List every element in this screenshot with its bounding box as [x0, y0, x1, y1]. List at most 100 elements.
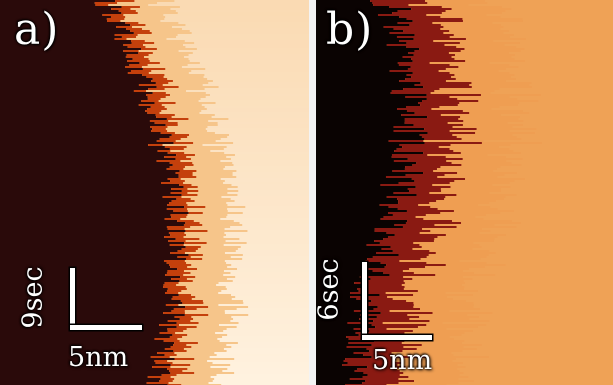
panel-a-bright-streak — [205, 128, 309, 130]
panel-a-edge-streak — [138, 84, 163, 86]
panel-a-edge-streak — [160, 378, 175, 380]
panel-b-bright-streak — [501, 12, 613, 14]
panel-a-dark-streak — [0, 330, 168, 332]
panel-b-dark-streak — [316, 140, 389, 142]
panel-a-dark-streak — [0, 288, 168, 290]
panel-a-dark-streak — [0, 158, 176, 160]
panel-a-dark-streak — [0, 226, 167, 228]
panel-b-bright-streak — [500, 16, 613, 18]
panel-a-bright-streak — [234, 154, 309, 156]
panel-a-dark-streak — [0, 136, 170, 138]
panel-b-dark-streak — [316, 186, 416, 188]
panel-b-dark-streak — [316, 338, 349, 340]
panel-b-edge-streak — [363, 354, 394, 356]
panel-b-dark-streak — [316, 300, 372, 302]
panel-b-bright-streak — [506, 160, 613, 162]
panel-a-bright-streak — [216, 374, 309, 376]
panel-b-dark-streak — [316, 264, 387, 266]
panel-a-edge-streak — [175, 172, 193, 174]
panel-a-edge-streak — [173, 142, 194, 144]
panel-b-dark-streak — [316, 330, 370, 332]
panel-a-dark-streak — [0, 98, 148, 100]
panel-a-bright-streak — [178, 22, 309, 24]
panel-b-dark-streak — [316, 128, 425, 130]
panel-a-dark-streak — [0, 250, 178, 252]
panel-b-edge-streak — [349, 378, 399, 380]
panel-b-edge-streak — [379, 204, 419, 206]
panel-a-edge-streak — [156, 140, 176, 142]
panel-a-edge-streak — [176, 322, 199, 324]
panel-a-dark-streak — [0, 82, 156, 84]
panel-b-dark-streak — [316, 62, 398, 64]
panel-a-bright-streak — [210, 366, 309, 368]
panel-b-dark-streak — [316, 208, 398, 210]
panel-b-dark-streak — [316, 50, 415, 52]
panel-a-edge-streak — [155, 114, 175, 116]
panel-b-dark-streak — [316, 72, 413, 74]
panel-b-bright-streak — [500, 114, 613, 116]
panel-b-bright-streak — [518, 118, 613, 120]
panel-a-bright-streak — [230, 272, 309, 274]
panel-a-dark-streak — [0, 96, 148, 98]
panel-a-dark-streak — [0, 312, 164, 314]
panel-a-bright-streak — [220, 138, 309, 140]
panel-a-dark-streak — [0, 130, 152, 132]
panel-a-dark-streak — [0, 174, 179, 176]
panel-b-edge-streak — [402, 56, 452, 58]
panel-a-dark-streak — [0, 224, 184, 226]
panel-b-bright-streak — [472, 278, 613, 280]
panel-b-bright-streak — [494, 238, 613, 240]
panel-b-edge-streak — [392, 250, 430, 252]
panel-a-dark-streak — [0, 206, 185, 208]
panel-b-dark-streak — [316, 364, 343, 366]
panel-a-edge-streak — [185, 246, 201, 248]
panel-b-bright-streak — [511, 220, 613, 222]
panel-b-bright-streak — [520, 116, 613, 118]
panel-a-edge-streak — [116, 26, 132, 28]
panel-a-edge-streak — [170, 364, 191, 366]
panel-a-dark-streak — [0, 254, 189, 256]
panel-a-edge-streak — [185, 222, 200, 224]
panel-a-edge-streak — [121, 36, 137, 38]
panel-b-dark-streak — [316, 8, 412, 10]
panel-a-edge-streak — [147, 108, 167, 110]
panel-b-dark-streak — [316, 184, 381, 186]
panel-a-edge-streak — [126, 28, 142, 30]
panel-a-dark-streak — [0, 140, 157, 142]
panel-b-bright-streak — [529, 112, 613, 114]
panel-a-dark-streak — [0, 92, 153, 94]
panel-b-dark-streak — [316, 102, 419, 104]
panel-a-dark-streak — [0, 114, 156, 116]
panel-b-dark-streak — [316, 202, 399, 204]
panel-a-dark-streak — [0, 52, 139, 54]
panel-b-edge-streak — [371, 356, 429, 358]
panel-a-edge-streak — [159, 324, 179, 326]
panel-b-bright-streak — [510, 144, 613, 146]
panel-a-edge-streak — [130, 30, 150, 32]
panel-a-dark-streak — [0, 162, 170, 164]
panel-a-dark-streak — [0, 274, 166, 276]
panel-a-dark-streak — [0, 322, 177, 324]
panel-a-dark-streak — [0, 160, 157, 162]
panel-b-dark-streak — [316, 372, 364, 374]
panel-a-bright-streak — [227, 192, 309, 194]
panel-b-bright-streak — [500, 28, 613, 30]
panel-b-dark-streak — [316, 324, 372, 326]
panel-a-dark-streak — [0, 40, 132, 42]
panel-b-dark-streak — [316, 348, 367, 350]
panel-b-dark-streak — [316, 68, 408, 70]
panel-a-dark-streak — [0, 300, 181, 302]
panel-b-edge-streak — [367, 258, 421, 260]
panel-b-dark-streak — [316, 342, 349, 344]
panel-a-edge-streak — [126, 54, 149, 56]
panel-a-bright-streak — [225, 286, 309, 288]
panel-b-edge-streak — [405, 174, 445, 176]
panel-a-edge-streak — [166, 226, 191, 228]
panel-b-dark-streak — [316, 112, 415, 114]
panel-a-bright-streak — [185, 46, 309, 48]
panel-a-edge-streak — [171, 200, 195, 202]
panel-a-dark-streak — [0, 64, 130, 66]
panel-b-edge-streak — [367, 374, 400, 376]
panel-a-bright-streak — [227, 210, 309, 212]
panel-b-dark-streak — [316, 222, 406, 224]
